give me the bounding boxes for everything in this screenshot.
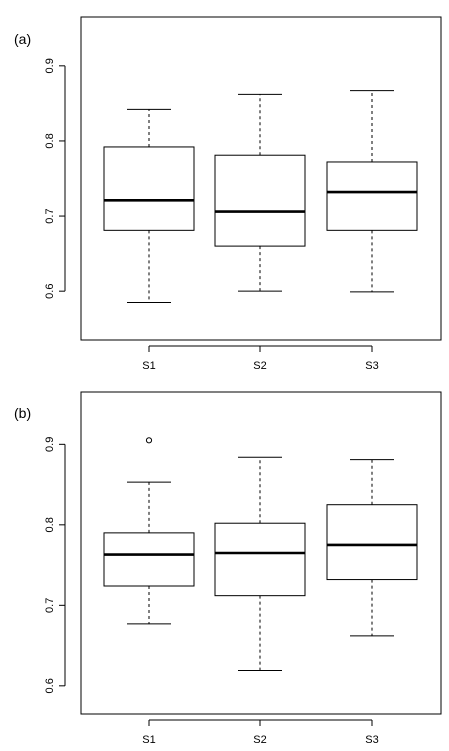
- y-tick-label: 0.9: [44, 58, 56, 73]
- panel-label: (a): [14, 31, 31, 47]
- chart-panel-b: (b) 0.6 0.7 0.8 0.9 S1 S2 S3: [14, 391, 442, 746]
- iqr-box: [214, 154, 306, 247]
- x-tick-label: S3: [365, 360, 378, 372]
- plot-frame: [80, 16, 442, 341]
- outlier-point: [145, 437, 153, 444]
- x-tick-label: S2: [253, 360, 266, 372]
- y-tick-label: 0.6: [44, 678, 56, 693]
- x-tick-label: S1: [142, 360, 155, 372]
- panel-label: (b): [14, 405, 31, 421]
- x-tick-label: S3: [365, 734, 378, 746]
- y-tick-label: 0.6: [44, 284, 56, 299]
- iqr-box: [103, 146, 195, 231]
- y-tick-label: 0.8: [44, 133, 56, 148]
- plot-frame: [80, 391, 442, 715]
- box-s2: [214, 93, 306, 292]
- x-tick-label: S1: [142, 734, 155, 746]
- box-s3: [326, 90, 418, 293]
- y-tick-label: 0.7: [44, 598, 56, 613]
- x-tick-label: S2: [253, 734, 266, 746]
- chart-panel-a: (a) 0.6 0.7 0.8 0.9 S1 S2 S3: [14, 16, 442, 372]
- y-tick-label: 0.7: [44, 208, 56, 223]
- y-tick-label: 0.9: [44, 437, 56, 452]
- iqr-box: [326, 504, 418, 581]
- iqr-box: [326, 161, 418, 231]
- box-s3: [326, 459, 418, 637]
- box-s2: [214, 456, 306, 672]
- box-s1: [103, 437, 195, 625]
- iqr-box: [214, 522, 306, 597]
- y-tick-label: 0.8: [44, 517, 56, 532]
- iqr-box: [103, 532, 195, 587]
- box-s1: [103, 108, 195, 303]
